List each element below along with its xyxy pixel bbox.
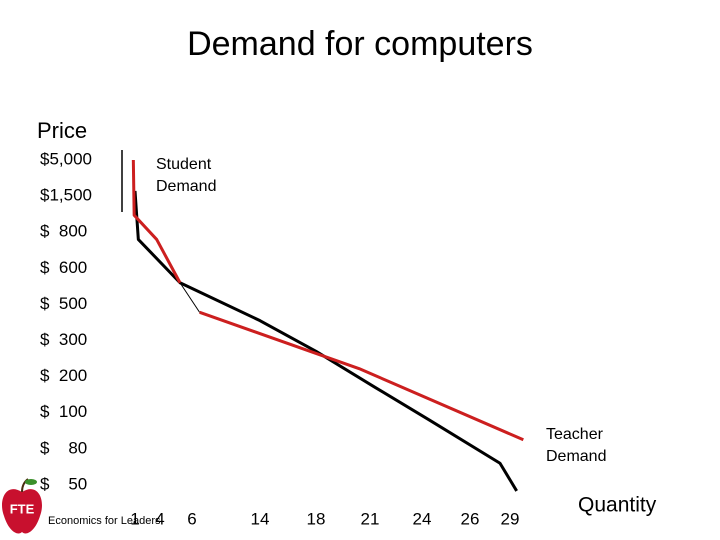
x-tick-label: 21 bbox=[361, 509, 380, 528]
apple bbox=[2, 489, 42, 534]
x-tick-label: 29 bbox=[501, 509, 520, 528]
logo-text: FTE bbox=[10, 501, 35, 516]
x-tick-label: 14 bbox=[251, 509, 270, 528]
x-tick-label: 4 bbox=[155, 509, 164, 528]
series-line bbox=[133, 190, 518, 492]
connector bbox=[179, 282, 201, 313]
x-tick-label: 24 bbox=[413, 509, 432, 528]
y-tick-label: $ 800 bbox=[40, 222, 87, 241]
series-line bbox=[131, 159, 182, 284]
y-tick-label: $ 100 bbox=[40, 402, 87, 421]
y-tick-label: $ 500 bbox=[40, 294, 87, 313]
x-tick-label: 18 bbox=[307, 509, 326, 528]
y-tick-label: $ 600 bbox=[40, 258, 87, 277]
footer-text: Economics for Leaders bbox=[48, 515, 161, 527]
series-line bbox=[199, 310, 524, 442]
y-tick-label: $ 300 bbox=[40, 330, 87, 349]
y-tick-label: $ 200 bbox=[40, 366, 87, 385]
y-tick-label: $5,000 bbox=[40, 149, 92, 168]
y-tick-label: $ 50 bbox=[40, 474, 87, 493]
teacher-label: Teacher Demand bbox=[546, 426, 607, 465]
x-tick-label: 6 bbox=[187, 509, 196, 528]
student-label: Student Demand bbox=[156, 156, 217, 195]
y-tick-label: $ 80 bbox=[40, 438, 87, 457]
y-tick-label: $1,500 bbox=[40, 186, 92, 205]
leaf bbox=[25, 479, 37, 485]
y-axis-label: Price bbox=[37, 118, 87, 143]
x-tick-label: 26 bbox=[461, 509, 480, 528]
x-axis-label: Quantity bbox=[578, 494, 657, 517]
logo: FTE bbox=[2, 478, 42, 534]
chart-title: Demand for computers bbox=[187, 25, 533, 63]
x-tick-label: 1 bbox=[130, 509, 139, 528]
